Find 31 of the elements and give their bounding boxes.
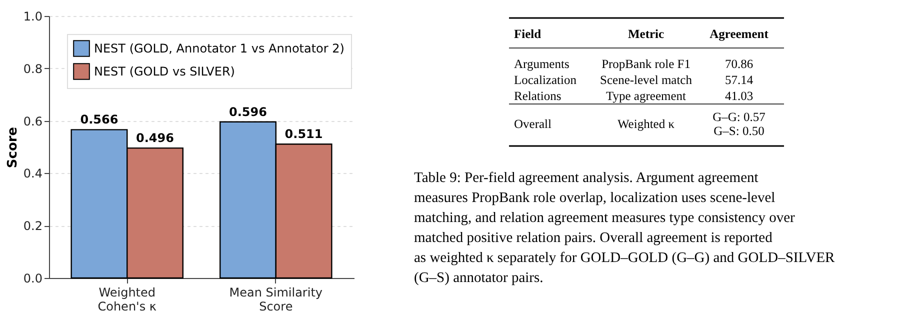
y-tick-label: 0.6: [23, 114, 42, 128]
y-tick-label: 0.0: [23, 272, 42, 286]
text: Weighted κ: [617, 117, 676, 131]
text: 57.14: [724, 73, 754, 87]
y-tick-label: 0.8: [23, 62, 42, 76]
legend-label: NEST (GOLD vs SILVER): [94, 64, 235, 78]
y-tick-label: 0.2: [23, 219, 42, 234]
data-label: 0.596: [229, 104, 267, 119]
data-label: 0.511: [284, 127, 323, 142]
x-tick-label: Mean Similarity Score: [229, 286, 323, 314]
text: Arguments: [514, 57, 570, 71]
text: Metric: [628, 27, 664, 41]
data-label: 0.496: [136, 131, 174, 146]
text: Agreement: [710, 27, 770, 41]
data-label: 0.566: [80, 112, 118, 127]
text: Localization: [514, 73, 578, 87]
text: Scene-level match: [600, 73, 693, 87]
text: Type agreement: [606, 89, 687, 103]
text: G–G: 0.57 G–S: 0.50: [712, 110, 766, 138]
y-tick-label: 1.0: [23, 10, 42, 24]
text: 41.03: [724, 89, 754, 103]
text: Overall: [514, 117, 552, 131]
caption: Table 9: Per-field agreement analysis. Argument agreement measures PropBank role overlap, localization uses scene-level matching, and relation agreement measures type consistency over matched positive relation pairs. Overall agreement is reported as weighted κ separately for GOLD–GOLD (G–G) and GOLD–SILVER (G–S) annotator pairs.: [414, 170, 836, 286]
text: 70.86: [724, 57, 754, 71]
text: Field: [514, 27, 542, 41]
text: PropBank role F1: [602, 57, 690, 71]
text: Relations: [514, 89, 562, 103]
legend-label: NEST (GOLD, Annotator 1 vs Annotator 2): [94, 42, 344, 56]
y-tick-label: 0.4: [23, 166, 42, 181]
y-axis-title: Score: [5, 126, 20, 168]
x-tick-label: Weighted Cohen's κ: [98, 286, 156, 314]
